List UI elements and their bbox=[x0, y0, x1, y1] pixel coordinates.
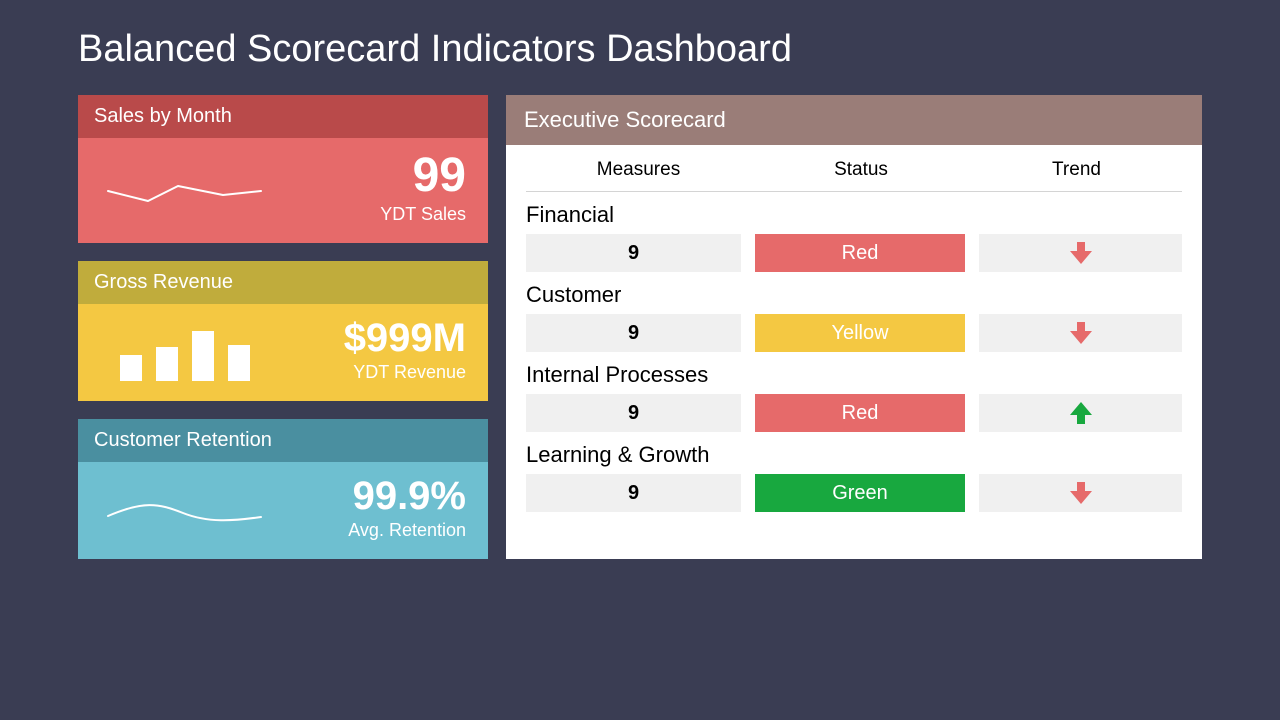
table-row: 9 Yellow bbox=[526, 314, 1182, 352]
status-cell: Yellow bbox=[755, 314, 965, 352]
kpi-value-sales: 99 bbox=[270, 152, 466, 200]
col-status: Status bbox=[751, 159, 971, 181]
exec-section: Internal Processes 9 Red bbox=[526, 362, 1182, 432]
trend-cell bbox=[979, 234, 1182, 272]
sparkline-icon bbox=[100, 161, 270, 216]
arrow-down-icon bbox=[1072, 482, 1090, 504]
curve-icon bbox=[100, 481, 270, 536]
measure-cell: 9 bbox=[526, 474, 741, 512]
bar-chart-icon bbox=[100, 321, 270, 381]
trend-cell bbox=[979, 394, 1182, 432]
kpi-header-sales: Sales by Month bbox=[78, 95, 488, 138]
dashboard-content: Sales by Month 99 YDT Sales Gross Revenu… bbox=[0, 71, 1280, 559]
kpi-card-revenue: Gross Revenue $999M YDT Revenue bbox=[78, 261, 488, 401]
section-title: Internal Processes bbox=[526, 362, 1182, 388]
measure-cell: 9 bbox=[526, 314, 741, 352]
col-trend: Trend bbox=[971, 159, 1182, 181]
arrow-up-icon bbox=[1072, 402, 1090, 424]
arrow-down-icon bbox=[1072, 242, 1090, 264]
exec-header: Executive Scorecard bbox=[506, 95, 1202, 145]
table-row: 9 Green bbox=[526, 474, 1182, 512]
kpi-header-retention: Customer Retention bbox=[78, 419, 488, 462]
kpi-body-sales: 99 YDT Sales bbox=[78, 138, 488, 243]
section-title: Financial bbox=[526, 202, 1182, 228]
table-row: 9 Red bbox=[526, 234, 1182, 272]
trend-cell bbox=[979, 314, 1182, 352]
exec-body: Measures Status Trend Financial 9 Red Custo… bbox=[506, 145, 1202, 530]
arrow-down-icon bbox=[1072, 322, 1090, 344]
col-measures: Measures bbox=[526, 159, 751, 181]
kpi-header-revenue: Gross Revenue bbox=[78, 261, 488, 304]
measure-cell: 9 bbox=[526, 234, 741, 272]
measure-cell: 9 bbox=[526, 394, 741, 432]
section-title: Learning & Growth bbox=[526, 442, 1182, 468]
trend-cell bbox=[979, 474, 1182, 512]
bar-icon bbox=[156, 347, 178, 381]
exec-section: Financial 9 Red bbox=[526, 202, 1182, 272]
table-row: 9 Red bbox=[526, 394, 1182, 432]
kpi-body-retention: 99.9% Avg. Retention bbox=[78, 462, 488, 559]
kpi-card-retention: Customer Retention 99.9% Avg. Retention bbox=[78, 419, 488, 559]
executive-scorecard: Executive Scorecard Measures Status Tren… bbox=[506, 95, 1202, 559]
kpi-label-sales: YDT Sales bbox=[270, 204, 466, 225]
kpi-card-sales: Sales by Month 99 YDT Sales bbox=[78, 95, 488, 243]
kpi-label-retention: Avg. Retention bbox=[270, 520, 466, 541]
section-title: Customer bbox=[526, 282, 1182, 308]
kpi-label-revenue: YDT Revenue bbox=[270, 362, 466, 383]
exec-section: Learning & Growth 9 Green bbox=[526, 442, 1182, 512]
kpi-body-revenue: $999M YDT Revenue bbox=[78, 304, 488, 401]
status-cell: Green bbox=[755, 474, 965, 512]
exec-section: Customer 9 Yellow bbox=[526, 282, 1182, 352]
page-title: Balanced Scorecard Indicators Dashboard bbox=[0, 0, 1280, 71]
kpi-column: Sales by Month 99 YDT Sales Gross Revenu… bbox=[78, 95, 488, 559]
status-cell: Red bbox=[755, 234, 965, 272]
kpi-value-retention: 99.9% bbox=[270, 476, 466, 516]
bar-icon bbox=[120, 355, 142, 381]
exec-column-headers: Measures Status Trend bbox=[526, 153, 1182, 192]
bar-icon bbox=[192, 331, 214, 381]
kpi-value-revenue: $999M bbox=[270, 318, 466, 358]
status-cell: Red bbox=[755, 394, 965, 432]
bar-icon bbox=[228, 345, 250, 381]
